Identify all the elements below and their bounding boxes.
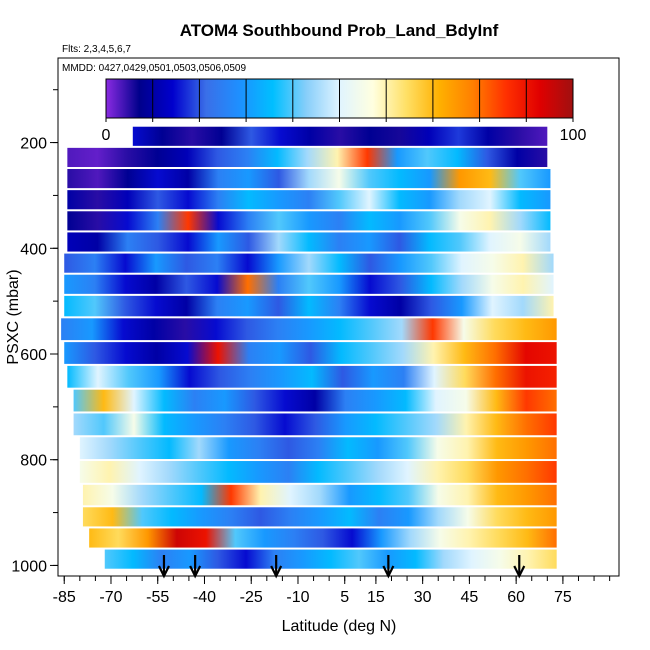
arrow-head	[270, 565, 283, 579]
x-tick-label: 45	[461, 589, 479, 606]
heatmap-row	[67, 211, 551, 231]
heatmap-row	[82, 507, 557, 527]
x-tick-label: -85	[53, 589, 76, 606]
heatmap-rows	[61, 126, 557, 569]
heatmap-row	[67, 190, 551, 210]
y-tick-label: 1000	[11, 558, 47, 575]
heatmap-row	[82, 484, 557, 506]
heatmap-row	[64, 253, 554, 273]
heatmap-row	[64, 295, 554, 317]
heatmap-row	[61, 318, 557, 341]
heatmap-row	[64, 342, 557, 364]
y-axis-label: PSXC (mbar)	[5, 269, 22, 364]
colorbar-tick-label: 100	[560, 127, 587, 144]
colorbar-tick-label: 0	[102, 127, 111, 144]
x-tick-label: 60	[507, 589, 525, 606]
arrow-head	[157, 565, 170, 579]
x-tick-label: 15	[367, 589, 385, 606]
x-tick-label: 5	[340, 589, 349, 606]
y-tick-label: 600	[20, 347, 47, 364]
arrow-head	[513, 565, 526, 579]
x-tick-label: -70	[99, 589, 122, 606]
heatmap-row	[79, 437, 557, 460]
heatmap-row	[67, 169, 551, 189]
arrow-head	[382, 565, 395, 579]
heatmap-row	[79, 461, 557, 483]
x-tick-label: 75	[554, 589, 572, 606]
y-tick-label: 200	[20, 136, 47, 153]
y-tick-label: 400	[20, 241, 47, 258]
plot-frame	[57, 57, 620, 577]
x-tick-label: -40	[193, 589, 216, 606]
heatmap-row	[132, 126, 548, 146]
heatmap-row	[104, 549, 557, 569]
x-tick-label: -25	[240, 589, 263, 606]
arrow-head	[189, 565, 202, 579]
chart-title: ATOM4 Southbound Prob_Land_BdyInf	[180, 21, 499, 40]
heatmap-row	[73, 413, 557, 436]
x-tick-label: -10	[286, 589, 309, 606]
heatmap-row	[67, 365, 557, 388]
x-tick-label: 30	[414, 589, 432, 606]
x-axis-label: Latitude (deg N)	[282, 618, 397, 635]
x-axis: -85 -70 -55 -40 -25 -10 5 15 30 45 60 75	[53, 576, 611, 606]
heatmap-row	[89, 528, 557, 548]
x-tick-label: -55	[146, 589, 169, 606]
arrow-markers	[157, 555, 526, 579]
heatmap-row	[73, 389, 557, 412]
heatmap-row	[64, 274, 554, 294]
y-tick-label: 800	[20, 453, 47, 470]
heatmap-row	[67, 147, 548, 167]
chart-annotation: MMDD: 0427,0429,0501,0503,0506,0509	[62, 63, 246, 74]
chart-subtitle: Flts: 2,3,4,5,6,7	[62, 44, 131, 55]
heatmap-row	[67, 232, 551, 252]
y-axis: 200 400 600 800 1000	[11, 89, 58, 575]
